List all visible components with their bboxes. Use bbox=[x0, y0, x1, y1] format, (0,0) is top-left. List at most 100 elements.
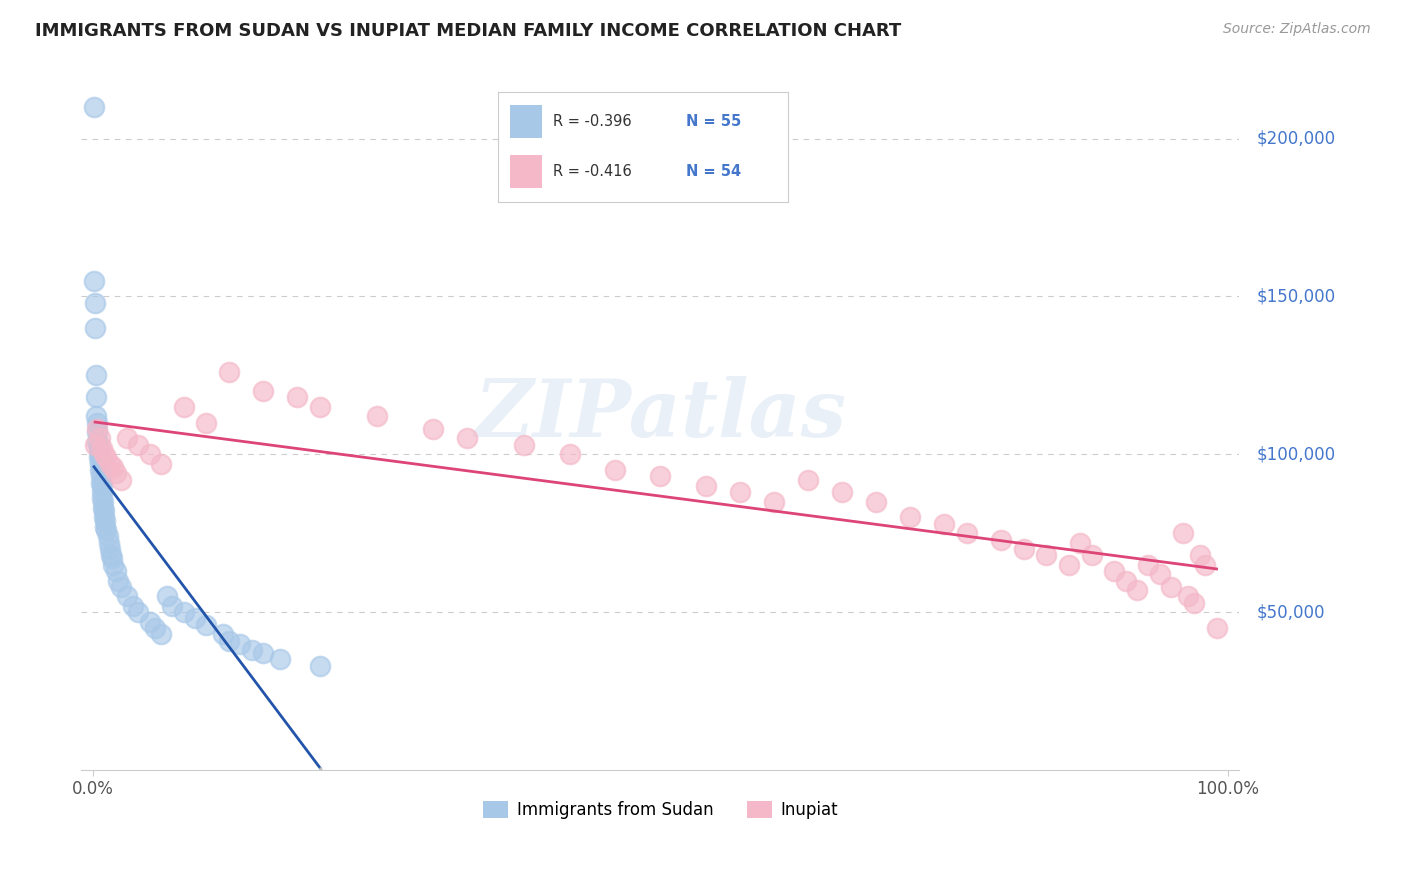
Point bbox=[865, 494, 887, 508]
Point bbox=[91, 500, 114, 515]
Point bbox=[728, 485, 751, 500]
Point bbox=[121, 599, 143, 613]
Point bbox=[103, 459, 125, 474]
Point bbox=[218, 633, 240, 648]
Point bbox=[695, 479, 717, 493]
Text: $50,000: $50,000 bbox=[1257, 603, 1326, 621]
Point bbox=[1137, 558, 1160, 572]
Point bbox=[650, 469, 672, 483]
Point bbox=[934, 516, 956, 531]
Point bbox=[366, 409, 388, 424]
Point bbox=[86, 425, 108, 439]
Point bbox=[110, 580, 132, 594]
Point bbox=[84, 391, 107, 405]
Point bbox=[603, 463, 626, 477]
Point bbox=[1126, 582, 1149, 597]
Point bbox=[89, 463, 111, 477]
Legend: Immigrants from Sudan, Inupiat: Immigrants from Sudan, Inupiat bbox=[477, 794, 844, 826]
Point bbox=[89, 432, 111, 446]
Text: ZIPatlas: ZIPatlas bbox=[474, 376, 846, 453]
Point bbox=[93, 447, 115, 461]
Point bbox=[149, 627, 172, 641]
Text: $100,000: $100,000 bbox=[1257, 445, 1336, 463]
Point bbox=[212, 627, 235, 641]
Point bbox=[1035, 549, 1057, 563]
Point bbox=[173, 605, 195, 619]
Point bbox=[173, 400, 195, 414]
Text: IMMIGRANTS FROM SUDAN VS INUPIAT MEDIAN FAMILY INCOME CORRELATION CHART: IMMIGRANTS FROM SUDAN VS INUPIAT MEDIAN … bbox=[35, 22, 901, 40]
Point bbox=[90, 479, 112, 493]
Point bbox=[422, 422, 444, 436]
Point bbox=[86, 434, 108, 449]
Point bbox=[98, 541, 121, 556]
Point bbox=[127, 605, 149, 619]
Point bbox=[138, 447, 160, 461]
Point bbox=[90, 485, 112, 500]
Point bbox=[127, 438, 149, 452]
Point bbox=[84, 295, 107, 310]
Point bbox=[96, 523, 118, 537]
Point bbox=[87, 438, 110, 452]
Point bbox=[97, 529, 120, 543]
Point bbox=[162, 599, 184, 613]
Point bbox=[94, 520, 117, 534]
Point bbox=[97, 535, 120, 549]
Point bbox=[513, 438, 536, 452]
Point bbox=[1057, 558, 1080, 572]
Text: $200,000: $200,000 bbox=[1257, 129, 1336, 147]
Point bbox=[96, 450, 118, 465]
Point bbox=[797, 473, 820, 487]
Point bbox=[103, 558, 125, 572]
Point bbox=[84, 409, 107, 424]
Point bbox=[252, 384, 274, 398]
Point bbox=[1160, 580, 1182, 594]
Text: Source: ZipAtlas.com: Source: ZipAtlas.com bbox=[1223, 22, 1371, 37]
Point bbox=[84, 438, 107, 452]
Point bbox=[1171, 526, 1194, 541]
Point bbox=[1080, 549, 1102, 563]
Point bbox=[1069, 535, 1091, 549]
Point bbox=[149, 457, 172, 471]
Point bbox=[1104, 564, 1126, 578]
Point bbox=[195, 416, 218, 430]
Point bbox=[1115, 574, 1137, 588]
Point bbox=[84, 368, 107, 383]
Point bbox=[89, 453, 111, 467]
Point bbox=[558, 447, 581, 461]
Point bbox=[1194, 558, 1216, 572]
Point bbox=[308, 400, 330, 414]
Point bbox=[308, 658, 330, 673]
Point bbox=[456, 432, 478, 446]
Point bbox=[240, 643, 263, 657]
Point bbox=[195, 617, 218, 632]
Text: $150,000: $150,000 bbox=[1257, 287, 1336, 305]
Point bbox=[84, 321, 107, 335]
Point bbox=[762, 494, 785, 508]
Point bbox=[86, 422, 108, 436]
Point bbox=[90, 441, 112, 455]
Point bbox=[156, 590, 179, 604]
Point bbox=[1182, 596, 1205, 610]
Point bbox=[115, 432, 138, 446]
Point bbox=[100, 549, 122, 563]
Point bbox=[89, 457, 111, 471]
Point bbox=[87, 444, 110, 458]
Point bbox=[104, 564, 127, 578]
Point bbox=[91, 494, 114, 508]
Point bbox=[87, 450, 110, 465]
Point bbox=[252, 646, 274, 660]
Point bbox=[98, 457, 121, 471]
Point bbox=[184, 611, 207, 625]
Point bbox=[101, 551, 124, 566]
Point bbox=[956, 526, 979, 541]
Point bbox=[94, 514, 117, 528]
Point bbox=[90, 491, 112, 506]
Point bbox=[831, 485, 853, 500]
Point bbox=[898, 510, 921, 524]
Point bbox=[285, 391, 308, 405]
Point bbox=[990, 533, 1012, 547]
Point bbox=[83, 274, 105, 288]
Point bbox=[1012, 541, 1035, 556]
Point bbox=[107, 574, 129, 588]
Point bbox=[93, 504, 115, 518]
